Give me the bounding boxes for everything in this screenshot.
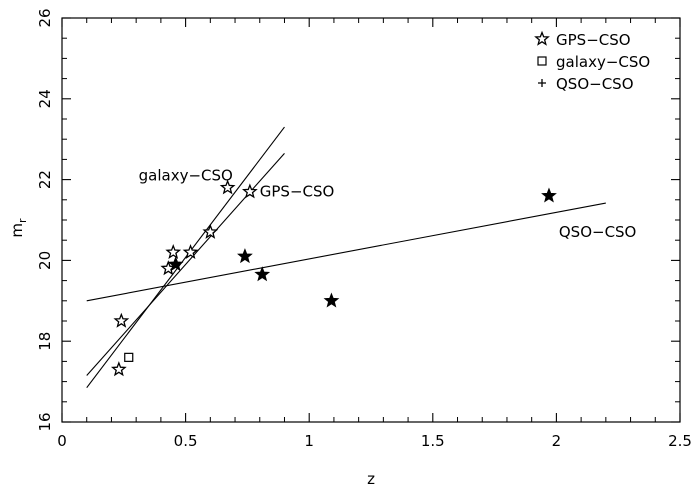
line-annotation: GPS−CSO — [260, 183, 335, 201]
data-point — [219, 179, 236, 195]
axis-ticks — [61, 17, 681, 423]
axis-tick-labels: 0 0.5 1 1.5 2 2.5 16 18 20 22 24 26 — [36, 8, 691, 450]
fit-line — [86, 152, 285, 376]
x-tick-label: 1.5 — [421, 432, 445, 450]
y-tick-label: 18 — [36, 332, 54, 351]
legend-label: galaxy−CSO — [556, 53, 650, 71]
data-point — [202, 223, 219, 239]
data-point — [254, 266, 271, 282]
y-tick-label: 24 — [36, 89, 54, 108]
y-axis-label: mr — [8, 218, 29, 238]
fit-line — [86, 126, 285, 388]
data-point — [110, 361, 127, 377]
data-point — [113, 312, 130, 328]
y-tick-label: 26 — [36, 8, 54, 27]
data-point — [541, 187, 557, 203]
data-point — [237, 248, 253, 264]
fit-line — [86, 202, 606, 302]
data-point — [241, 183, 258, 199]
x-tick-label: 1 — [304, 432, 314, 450]
data-point — [323, 292, 340, 308]
legend-marker — [534, 30, 550, 46]
x-tick-label: 2 — [552, 432, 562, 450]
data-points — [110, 179, 557, 377]
x-axis-label: z — [367, 470, 375, 488]
x-tick-label: 2.5 — [668, 432, 691, 450]
y-axis-label-subscript: r — [16, 218, 29, 223]
line-annotation: galaxy−CSO — [139, 167, 233, 185]
data-point — [165, 244, 182, 260]
legend-marker — [538, 79, 546, 87]
data-point — [124, 352, 134, 362]
line-annotation: QSO−CSO — [559, 223, 637, 241]
legend-marker — [537, 56, 547, 66]
y-axis-label-main: m — [8, 223, 26, 238]
legend-label: GPS−CSO — [556, 31, 631, 49]
legend-label: QSO−CSO — [556, 75, 634, 93]
legend: GPS−CSO galaxy−CSO QSO−CSO — [534, 30, 650, 93]
y-tick-label: 20 — [36, 251, 54, 270]
y-tick-label: 22 — [36, 170, 54, 189]
x-tick-label: 0.5 — [174, 432, 198, 450]
x-tick-label: 0 — [57, 432, 67, 450]
line-annotations: galaxy−CSO GPS−CSO QSO−CSO — [139, 167, 637, 242]
y-tick-label: 16 — [36, 412, 54, 431]
data-point — [167, 256, 184, 272]
data-point — [182, 244, 199, 260]
